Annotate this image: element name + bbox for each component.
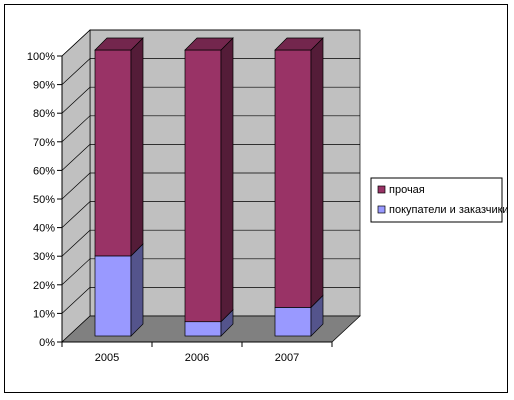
x-tick-label: 2005 <box>95 352 119 364</box>
legend-label: покупатели и заказчики <box>389 204 509 216</box>
bar-top <box>184 37 234 51</box>
legend-swatch <box>377 185 386 194</box>
bars <box>94 37 324 337</box>
bar-front <box>184 49 222 323</box>
bar-side <box>220 37 234 323</box>
y-tick-label: 80% <box>33 108 55 120</box>
value-axis: 0% 10% 20% 30% 40% 50% 60% 70% 80% 90% 100% <box>27 51 63 349</box>
bar-side <box>130 243 144 337</box>
gridline <box>61 115 360 143</box>
bar-front <box>184 321 222 337</box>
category-axis: 2005 2006 2007 <box>61 341 333 364</box>
y-tick-label: 70% <box>33 137 55 149</box>
gridline <box>61 86 360 114</box>
legend-swatch <box>377 205 386 214</box>
y-tick-label: 30% <box>33 251 55 263</box>
x-tick-label: 2006 <box>185 352 209 364</box>
bar-top <box>274 37 324 51</box>
y-tick-label: 10% <box>33 308 55 320</box>
x-tick-label: 2007 <box>275 352 299 364</box>
gridline <box>61 58 360 85</box>
y-tick-label: 20% <box>33 280 55 292</box>
y-tick-label: 50% <box>33 194 55 206</box>
legend: прочая покупатели и заказчики <box>370 177 509 223</box>
gridlines <box>61 29 360 314</box>
legend-label: прочая <box>389 184 425 196</box>
gridline <box>61 201 360 228</box>
bar-side <box>310 37 324 309</box>
y-tick-label: 60% <box>33 165 55 177</box>
y-tick-label: 90% <box>33 80 55 92</box>
y-tick-label: 40% <box>33 223 55 235</box>
bar-front <box>274 307 312 337</box>
y-tick-label: 100% <box>27 51 55 63</box>
gridline <box>61 258 360 286</box>
gridline <box>61 229 360 257</box>
bar-side <box>130 37 144 257</box>
gridline <box>61 29 360 57</box>
bar-front <box>94 49 132 257</box>
gridline <box>61 172 360 200</box>
bar-front <box>274 49 312 308</box>
gridline <box>61 287 360 314</box>
y-tick-label: 0% <box>39 337 55 349</box>
bar-top <box>94 37 144 51</box>
gridline <box>61 144 360 171</box>
legend-box <box>370 177 503 223</box>
bar-front <box>94 255 132 337</box>
